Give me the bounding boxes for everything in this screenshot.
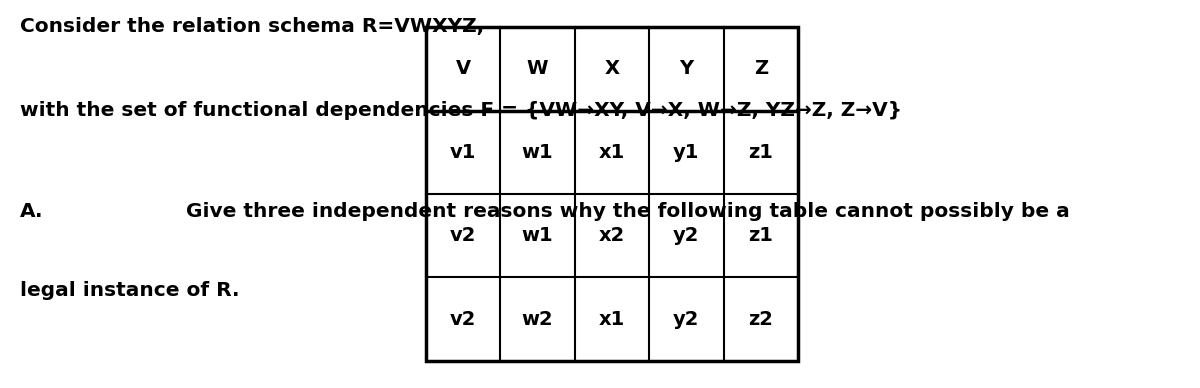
Text: Give three independent reasons why the following table cannot possibly be a: Give three independent reasons why the f… xyxy=(186,202,1069,221)
Bar xyxy=(426,27,798,361)
Text: w1: w1 xyxy=(522,143,553,162)
Text: with the set of functional dependencies F = {VW→XY, V→X, W→Z, YZ→Z, Z→V}: with the set of functional dependencies … xyxy=(20,101,902,120)
Text: x1: x1 xyxy=(599,143,625,162)
Text: Z: Z xyxy=(754,59,768,78)
Text: v2: v2 xyxy=(450,310,476,329)
Text: W: W xyxy=(527,59,548,78)
Text: w1: w1 xyxy=(522,226,553,245)
Text: y2: y2 xyxy=(673,310,700,329)
Text: x2: x2 xyxy=(599,226,625,245)
Text: v1: v1 xyxy=(450,143,476,162)
Text: X: X xyxy=(605,59,619,78)
Text: w2: w2 xyxy=(522,310,553,329)
Text: Consider the relation schema R=VWXYZ,: Consider the relation schema R=VWXYZ, xyxy=(20,17,485,36)
Text: legal instance of R.: legal instance of R. xyxy=(20,281,240,300)
Text: z1: z1 xyxy=(749,226,773,245)
Text: V: V xyxy=(456,59,470,78)
Text: x1: x1 xyxy=(599,310,625,329)
Text: v2: v2 xyxy=(450,226,476,245)
Text: z1: z1 xyxy=(749,143,773,162)
Text: Y: Y xyxy=(679,59,694,78)
Text: y2: y2 xyxy=(673,226,700,245)
Text: A.: A. xyxy=(20,202,44,221)
Text: z2: z2 xyxy=(749,310,773,329)
Text: y1: y1 xyxy=(673,143,700,162)
